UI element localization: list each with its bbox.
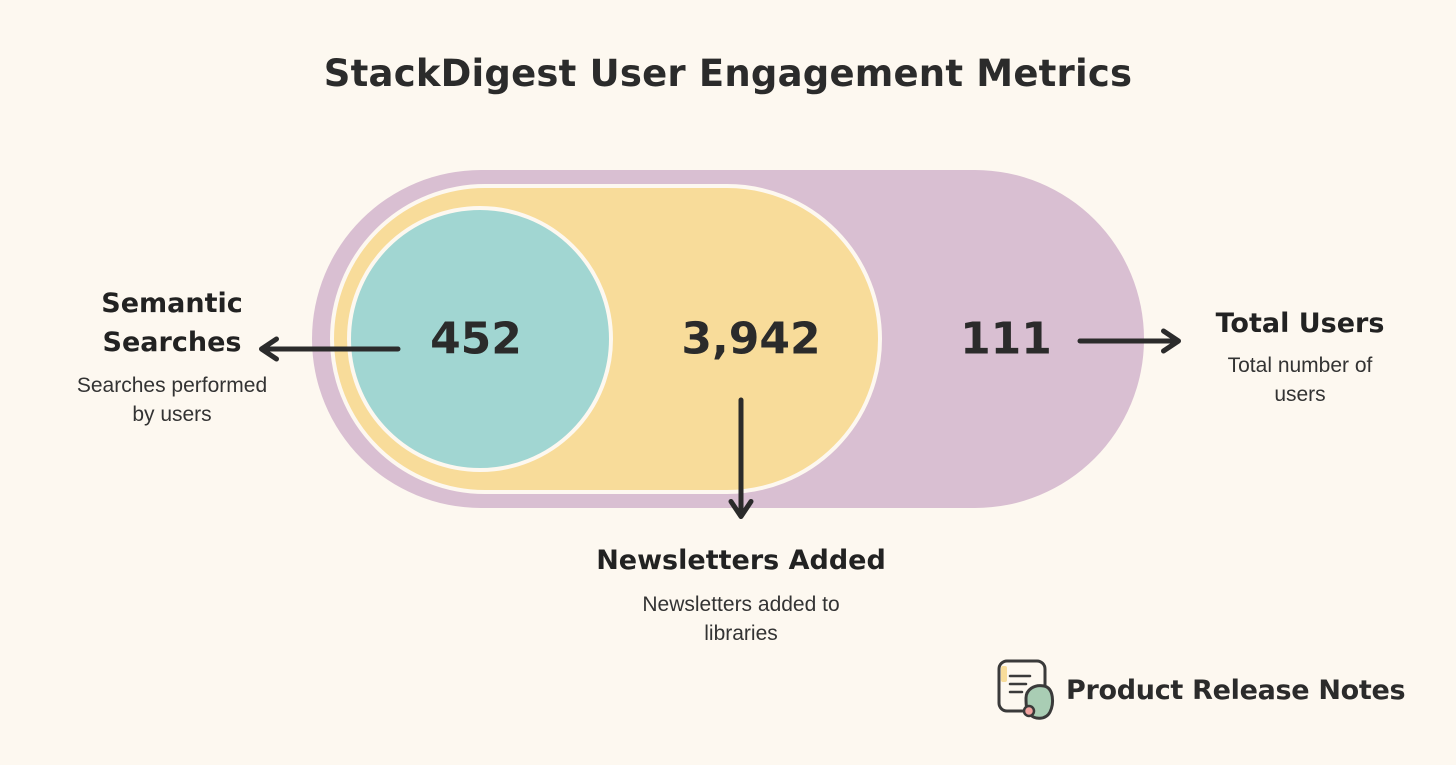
newsletters-title: Newsletters Added — [596, 545, 886, 576]
newsletters-label: Newsletters Added Newsletters added to l… — [541, 541, 941, 648]
searches-value: 452 — [430, 314, 522, 365]
newsletters-desc-line1: Newsletters added to — [642, 593, 840, 616]
total-users-value: 111 — [960, 314, 1052, 365]
total-users-label: Total Users Total number of users — [1190, 304, 1410, 409]
total-users-desc-line2: users — [1274, 383, 1326, 406]
total-users-title: Total Users — [1215, 308, 1385, 339]
searches-desc-line2: by users — [132, 403, 212, 426]
total-users-description: Total number of users — [1190, 351, 1410, 409]
brand-name: Product Release Notes — [1066, 674, 1406, 706]
page-title: StackDigest User Engagement Metrics — [323, 52, 1133, 95]
brand-logo: Product Release Notes — [996, 658, 1406, 722]
searches-region — [347, 206, 613, 472]
searches-label: Semantic Searches Searches performed by … — [52, 284, 292, 429]
newsletters-desc-line2: libraries — [704, 622, 778, 645]
total-users-desc-line1: Total number of — [1227, 354, 1373, 377]
notes-icon — [997, 659, 1054, 720]
searches-desc-line1: Searches performed — [76, 374, 268, 397]
searches-title-line2: Searches — [102, 327, 242, 358]
searches-title: Semantic Searches — [52, 284, 292, 362]
searches-description: Searches performed by users — [52, 371, 292, 429]
newsletters-value: 3,942 — [681, 314, 820, 365]
newsletters-description: Newsletters added to libraries — [541, 590, 941, 648]
searches-title-line1: Semantic — [101, 288, 243, 319]
